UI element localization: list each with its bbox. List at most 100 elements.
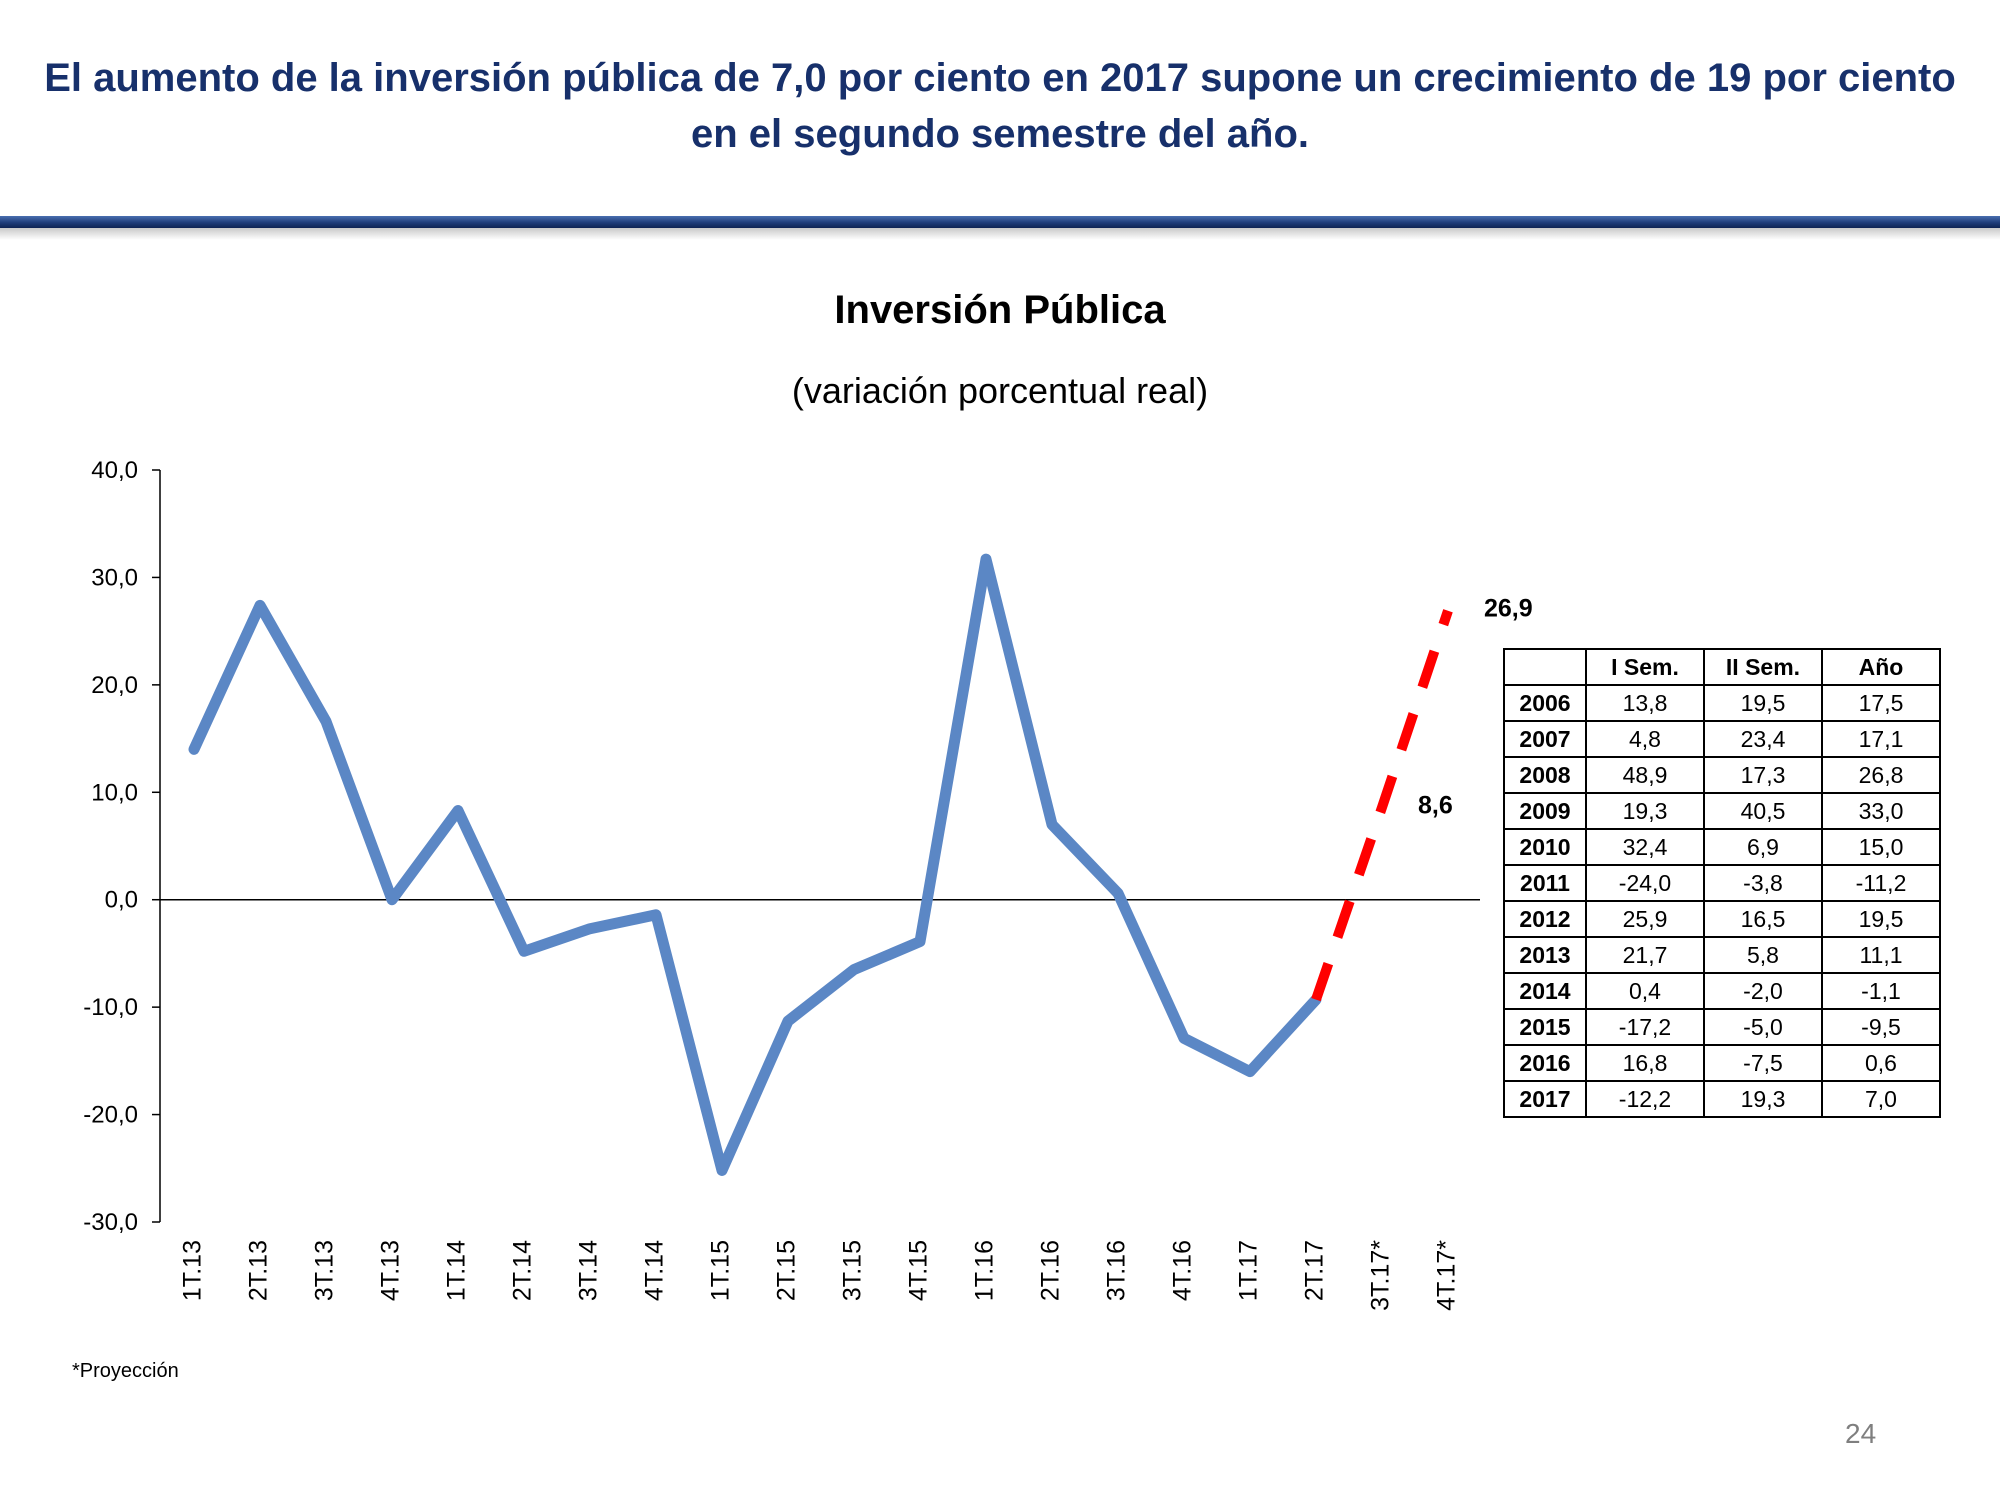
table-cell-first-semester: 19,3 (1585, 792, 1705, 830)
table-cell-annual: 15,0 (1821, 828, 1941, 866)
table-cell-annual: 11,1 (1821, 936, 1941, 974)
header-divider (0, 216, 2000, 228)
table-cell-year: 2017 (1503, 1080, 1587, 1118)
footnote: *Proyección (72, 1360, 179, 1382)
y-tick-label: 30,0 (91, 564, 138, 591)
table-cell-year: 2006 (1503, 684, 1587, 722)
table-cell-second-semester: 16,5 (1703, 900, 1823, 938)
table-row: 2006 13,8 19,5 17,5 (1503, 684, 1941, 722)
table-cell-second-semester: 6,9 (1703, 828, 1823, 866)
table-row: 2007 4,8 23,4 17,1 (1503, 720, 1941, 758)
table-cell-second-semester: 19,5 (1703, 684, 1823, 722)
x-tick-label: 2T.15 (773, 1240, 801, 1301)
header-divider-shadow (0, 228, 2000, 240)
x-tick-label: 2T.16 (1037, 1240, 1065, 1301)
x-tick-label: 3T.16 (1103, 1240, 1131, 1301)
series-line-projection (1311, 609, 1453, 1002)
table-cell-first-semester: -12,2 (1585, 1080, 1705, 1118)
x-tick-label: 3T.17* (1367, 1240, 1395, 1311)
x-tick-label: 1T.14 (443, 1240, 471, 1301)
table-cell-year: 2010 (1503, 828, 1587, 866)
table-cell-annual: -11,2 (1821, 864, 1941, 902)
x-tick-label: 2T.17 (1301, 1240, 1329, 1301)
y-tick-label: -20,0 (83, 1102, 138, 1129)
table-cell-annual: 19,5 (1821, 900, 1941, 938)
series-line-historical (188, 553, 1322, 1176)
table-cell-second-semester: 19,3 (1703, 1080, 1823, 1118)
x-tick-label: 1T.13 (179, 1240, 207, 1301)
table-row: 2012 25,9 16,5 19,5 (1503, 900, 1941, 938)
table-cell-annual: 17,1 (1821, 720, 1941, 758)
y-tick-label: -10,0 (83, 994, 138, 1021)
table-cell-first-semester: 16,8 (1585, 1044, 1705, 1082)
y-tick-label: 20,0 (91, 672, 138, 699)
table-cell-annual: 26,8 (1821, 756, 1941, 794)
table-cell-second-semester: -2,0 (1703, 972, 1823, 1010)
x-tick-label: 4T.16 (1169, 1240, 1197, 1301)
chart-title: Inversión Pública (834, 288, 1166, 332)
chart-subtitle: (variación porcentual real) (791, 370, 1209, 411)
table-cell-first-semester: 48,9 (1585, 756, 1705, 794)
table-cell-first-semester: 32,4 (1585, 828, 1705, 866)
table-row: 2010 32,4 6,9 15,0 (1503, 828, 1941, 866)
table-cell-first-semester: 21,7 (1585, 936, 1705, 974)
table-cell-second-semester: -3,8 (1703, 864, 1823, 902)
table-cell-second-semester: -7,5 (1703, 1044, 1823, 1082)
table-cell-annual: -1,1 (1821, 972, 1941, 1010)
table-cell-year: 2009 (1503, 792, 1587, 830)
table-body: 2006 13,8 19,5 17,5 2007 4,8 23,4 17,1 2008 48,9 1… (1503, 684, 1941, 1118)
x-tick-label: 2T.13 (245, 1240, 273, 1301)
table-cell-second-semester: -5,0 (1703, 1008, 1823, 1046)
table-cell-first-semester: -17,2 (1585, 1008, 1705, 1046)
x-tick-label: 2T.14 (509, 1240, 537, 1301)
table-cell-first-semester: 0,4 (1585, 972, 1705, 1010)
y-tick-label: 0,0 (105, 887, 138, 914)
table-cell-year: 2014 (1503, 972, 1587, 1010)
y-tick-label: -30,0 (83, 1209, 138, 1236)
x-tick-label: 4T.14 (641, 1240, 669, 1301)
table-cell-year: 2015 (1503, 1008, 1587, 1046)
x-tick-label: 4T.17* (1433, 1240, 1461, 1311)
x-tick-label: 4T.15 (905, 1240, 933, 1301)
table-row: 2013 21,7 5,8 11,1 (1503, 936, 1941, 974)
x-tick-label: 1T.16 (971, 1240, 999, 1301)
table-cell-year: 2013 (1503, 936, 1587, 974)
data-table: I Sem. II Sem. Año 2006 13,8 19,5 17,5 2007 4… (1503, 648, 1941, 1118)
table-cell-annual: 7,0 (1821, 1080, 1941, 1118)
table-row: 2016 16,8 -7,5 0,6 (1503, 1044, 1941, 1082)
data-label: 26,9 (1484, 595, 1533, 623)
headline: El aumento de la inversión pública de 7,… (44, 56, 1956, 156)
table-cell-year: 2007 (1503, 720, 1587, 758)
table-cell-first-semester: 4,8 (1585, 720, 1705, 758)
table-header-corner (1503, 648, 1587, 686)
x-tick-label: 3T.14 (575, 1240, 603, 1301)
table-cell-first-semester: 25,9 (1585, 900, 1705, 938)
table-cell-year: 2016 (1503, 1044, 1587, 1082)
table-cell-year: 2008 (1503, 756, 1587, 794)
table-cell-second-semester: 17,3 (1703, 756, 1823, 794)
table-cell-second-semester: 23,4 (1703, 720, 1823, 758)
y-tick-label: 10,0 (91, 779, 138, 806)
table-row: 2011 -24,0 -3,8 -11,2 (1503, 864, 1941, 902)
table-cell-second-semester: 40,5 (1703, 792, 1823, 830)
table-row: 2009 19,3 40,5 33,0 (1503, 792, 1941, 830)
table-row: 2008 48,9 17,3 26,8 (1503, 756, 1941, 794)
table-cell-second-semester: 5,8 (1703, 936, 1823, 974)
table-cell-first-semester: -24,0 (1585, 864, 1705, 902)
page-number: 24 (1845, 1418, 1877, 1449)
x-tick-label: 1T.15 (707, 1240, 735, 1301)
y-tick-label: 40,0 (91, 457, 138, 484)
table-cell-annual: -9,5 (1821, 1008, 1941, 1046)
x-tick-label: 4T.13 (377, 1240, 405, 1301)
table-cell-first-semester: 13,8 (1585, 684, 1705, 722)
table-cell-annual: 33,0 (1821, 792, 1941, 830)
table-row: 2014 0,4 -2,0 -1,1 (1503, 972, 1941, 1010)
table-header-row: I Sem. II Sem. Año (1503, 648, 1941, 686)
x-tick-label: 3T.15 (839, 1240, 867, 1301)
table-header-first-semester: I Sem. (1585, 648, 1705, 686)
x-tick-label: 1T.17 (1235, 1240, 1263, 1301)
table-row: 2017 -12,2 19,3 7,0 (1503, 1080, 1941, 1118)
table-header-second-semester: II Sem. (1703, 648, 1823, 686)
table-cell-annual: 17,5 (1821, 684, 1941, 722)
